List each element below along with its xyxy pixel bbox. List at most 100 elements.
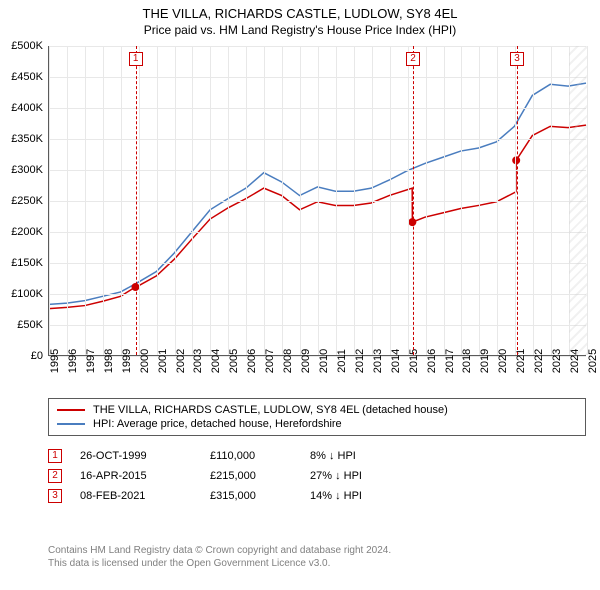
xtick-label: 2020 (497, 349, 509, 373)
gridline-v (533, 46, 534, 355)
gridline-v (426, 46, 427, 355)
legend: THE VILLA, RICHARDS CASTLE, LUDLOW, SY8 … (48, 398, 586, 436)
xtick-label: 1995 (49, 349, 61, 373)
plot-area: £0£50K£100K£150K£200K£250K£300K£350K£400… (48, 46, 586, 356)
gridline-v (372, 46, 373, 355)
gridline-v (587, 46, 588, 355)
gridline-v (318, 46, 319, 355)
xtick-label: 2016 (426, 349, 438, 373)
gridline-v (210, 46, 211, 355)
gridline-v (103, 46, 104, 355)
event-hpi-delta: 14% ↓ HPI (310, 490, 410, 502)
xtick-label: 2002 (175, 349, 187, 373)
event-date: 26-OCT-1999 (80, 450, 210, 462)
gridline-v (551, 46, 552, 355)
gridline-v (282, 46, 283, 355)
xtick-label: 2012 (354, 349, 366, 373)
ytick-label: £50K (17, 319, 43, 331)
gridline-v (85, 46, 86, 355)
xtick-label: 2011 (336, 349, 348, 373)
legend-label: THE VILLA, RICHARDS CASTLE, LUDLOW, SY8 … (93, 404, 448, 416)
gridline-v (157, 46, 158, 355)
gridline-v (408, 46, 409, 355)
ytick-label: £150K (11, 257, 43, 269)
xtick-label: 1998 (103, 349, 115, 373)
ytick-label: £300K (11, 164, 43, 176)
chart-subtitle: Price paid vs. HM Land Registry's House … (0, 21, 600, 37)
gridline-v (354, 46, 355, 355)
event-row: 2 16-APR-2015£215,00027% ↓ HPI (48, 466, 410, 486)
ytick-label: £250K (11, 195, 43, 207)
xtick-label: 2001 (157, 349, 169, 373)
xtick-label: 2007 (264, 349, 276, 373)
xtick-label: 2023 (551, 349, 563, 373)
gridline-v (497, 46, 498, 355)
event-badge: 3 (48, 489, 62, 503)
event-badge: 1 (48, 449, 62, 463)
xtick-label: 2004 (210, 349, 222, 373)
forecast-band (569, 46, 587, 355)
gridline-v (49, 46, 50, 355)
event-date: 08-FEB-2021 (80, 490, 210, 502)
chart-title: THE VILLA, RICHARDS CASTLE, LUDLOW, SY8 … (0, 0, 600, 21)
attribution-line: Contains HM Land Registry data © Crown c… (48, 544, 391, 557)
gridline-v (67, 46, 68, 355)
ytick-label: £200K (11, 226, 43, 238)
gridline-v (300, 46, 301, 355)
ytick-label: £100K (11, 288, 43, 300)
gridline-v (461, 46, 462, 355)
legend-swatch (57, 423, 85, 425)
events-table: 1 26-OCT-1999£110,0008% ↓ HPI 2 16-APR-2015… (48, 446, 410, 506)
event-vline (136, 46, 137, 355)
gridline-v (479, 46, 480, 355)
legend-item: HPI: Average price, detached house, Here… (57, 417, 577, 431)
legend-swatch (57, 409, 85, 411)
gridline-v (444, 46, 445, 355)
gridline-v (336, 46, 337, 355)
chart-container: THE VILLA, RICHARDS CASTLE, LUDLOW, SY8 … (0, 0, 600, 590)
event-price: £215,000 (210, 470, 310, 482)
ytick-label: £450K (11, 71, 43, 83)
xtick-label: 1996 (67, 349, 79, 373)
event-vline (517, 46, 518, 355)
gridline-v (228, 46, 229, 355)
event-hpi-delta: 8% ↓ HPI (310, 450, 410, 462)
event-row: 1 26-OCT-1999£110,0008% ↓ HPI (48, 446, 410, 466)
ytick-label: £0 (31, 350, 43, 362)
gridline-v (264, 46, 265, 355)
gridline-v (390, 46, 391, 355)
ytick-label: £400K (11, 102, 43, 114)
event-badge: 2 (48, 469, 62, 483)
xtick-label: 1997 (85, 349, 97, 373)
xtick-label: 2005 (228, 349, 240, 373)
xtick-label: 2013 (372, 349, 384, 373)
xtick-label: 2006 (246, 349, 258, 373)
attribution-line: This data is licensed under the Open Gov… (48, 557, 391, 570)
xtick-label: 2003 (192, 349, 204, 373)
event-date: 16-APR-2015 (80, 470, 210, 482)
event-price: £315,000 (210, 490, 310, 502)
gridline-v (139, 46, 140, 355)
xtick-label: 2022 (533, 349, 545, 373)
gridline-v (175, 46, 176, 355)
xtick-label: 2018 (461, 349, 473, 373)
event-vline (413, 46, 414, 355)
event-marker-badge: 1 (129, 52, 143, 66)
gridline-v (192, 46, 193, 355)
event-hpi-delta: 27% ↓ HPI (310, 470, 410, 482)
event-row: 3 08-FEB-2021£315,00014% ↓ HPI (48, 486, 410, 506)
event-marker-badge: 3 (510, 52, 524, 66)
ytick-label: £350K (11, 133, 43, 145)
xtick-label: 2010 (318, 349, 330, 373)
gridline-v (121, 46, 122, 355)
event-price: £110,000 (210, 450, 310, 462)
gridline-v (246, 46, 247, 355)
xtick-label: 2000 (139, 349, 151, 373)
xtick-label: 2017 (444, 349, 456, 373)
xtick-label: 2008 (282, 349, 294, 373)
ytick-label: £500K (11, 40, 43, 52)
xtick-label: 2019 (479, 349, 491, 373)
xtick-label: 2025 (587, 349, 599, 373)
attribution: Contains HM Land Registry data © Crown c… (48, 544, 391, 570)
event-marker-badge: 2 (406, 52, 420, 66)
